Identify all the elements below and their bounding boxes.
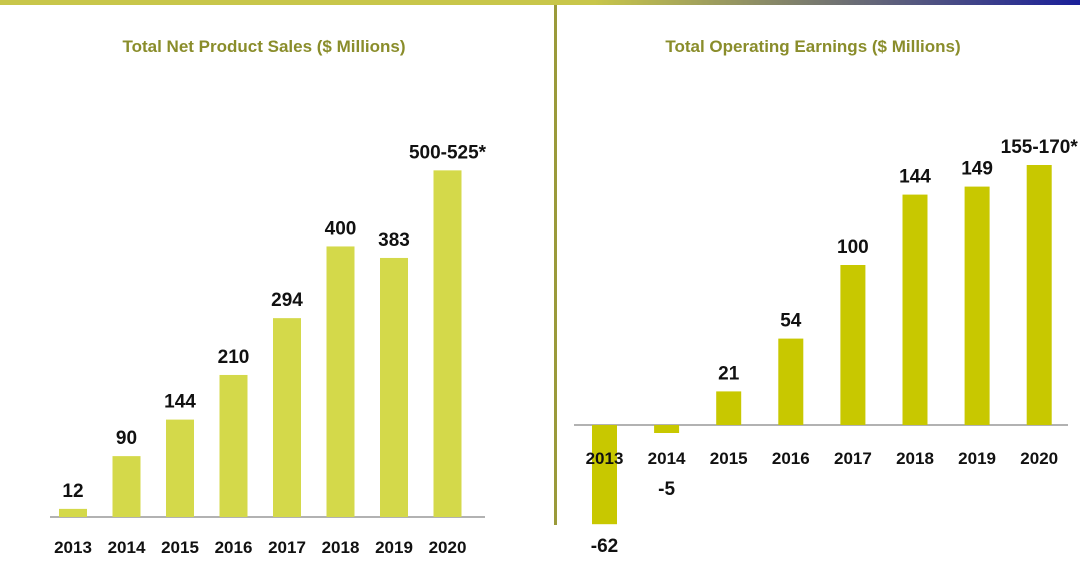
bar-2019 bbox=[380, 257, 408, 517]
bar-2017 bbox=[840, 265, 866, 425]
tick-label-2017: 2017 bbox=[268, 538, 306, 557]
tick-label-2020: 2020 bbox=[429, 538, 467, 557]
data-label-2020: 500-525* bbox=[409, 142, 487, 163]
tick-label-2018: 2018 bbox=[896, 449, 934, 468]
data-label-2016: 210 bbox=[218, 347, 250, 368]
data-label-2014: -5 bbox=[658, 479, 675, 500]
tick-label-2013: 2013 bbox=[54, 538, 92, 557]
top-accent-bar bbox=[0, 0, 1080, 5]
data-label-2016: 54 bbox=[780, 311, 802, 332]
chart-title-sales: Total Net Product Sales ($ Millions) bbox=[122, 37, 406, 56]
tick-label-2017: 2017 bbox=[834, 449, 872, 468]
data-label-2019: 149 bbox=[961, 159, 993, 180]
bar-2015 bbox=[166, 419, 194, 517]
tick-label-2014: 2014 bbox=[648, 449, 686, 468]
bar-2017 bbox=[273, 318, 301, 517]
bar-2016 bbox=[778, 338, 804, 425]
data-label-2017: 294 bbox=[271, 290, 303, 311]
tick-label-2015: 2015 bbox=[161, 538, 199, 557]
data-label-2018: 400 bbox=[325, 218, 357, 239]
data-label-2019: 383 bbox=[378, 230, 410, 251]
tick-label-2018: 2018 bbox=[322, 538, 360, 557]
data-label-2015: 144 bbox=[164, 392, 196, 413]
data-label-2017: 100 bbox=[837, 237, 869, 258]
tick-label-2016: 2016 bbox=[215, 538, 253, 557]
bar-2013 bbox=[59, 508, 87, 517]
bar-2013 bbox=[592, 425, 617, 525]
data-label-2014: 90 bbox=[116, 428, 137, 449]
bar-2018 bbox=[326, 246, 355, 518]
bar-2018 bbox=[902, 194, 928, 425]
bar-2016 bbox=[219, 374, 248, 517]
sales-bar-chart: 12 2013 90 2014 144 2015 210 2016 294 2017 400 2018… bbox=[50, 142, 487, 557]
bar-2015 bbox=[716, 391, 742, 425]
tick-label-2014: 2014 bbox=[108, 538, 146, 557]
bar-2014 bbox=[654, 425, 680, 433]
tick-label-2016: 2016 bbox=[772, 449, 810, 468]
tick-label-2013: 2013 bbox=[586, 449, 624, 468]
data-label-2015: 21 bbox=[718, 363, 740, 384]
data-label-2018: 144 bbox=[899, 167, 931, 188]
bar-2019 bbox=[964, 186, 990, 425]
panel-divider bbox=[554, 5, 557, 525]
data-label-2013: -62 bbox=[591, 536, 618, 557]
chart-title-earnings: Total Operating Earnings ($ Millions) bbox=[665, 37, 961, 56]
bar-2020 bbox=[1026, 165, 1052, 425]
bar-2020 bbox=[433, 170, 462, 517]
data-label-2013: 12 bbox=[62, 481, 83, 502]
bar-2014 bbox=[112, 456, 141, 517]
tick-label-2019: 2019 bbox=[375, 538, 413, 557]
tick-label-2015: 2015 bbox=[710, 449, 748, 468]
data-label-2020: 155-170* bbox=[1001, 137, 1079, 158]
tick-label-2019: 2019 bbox=[958, 449, 996, 468]
tick-label-2020: 2020 bbox=[1020, 449, 1058, 468]
